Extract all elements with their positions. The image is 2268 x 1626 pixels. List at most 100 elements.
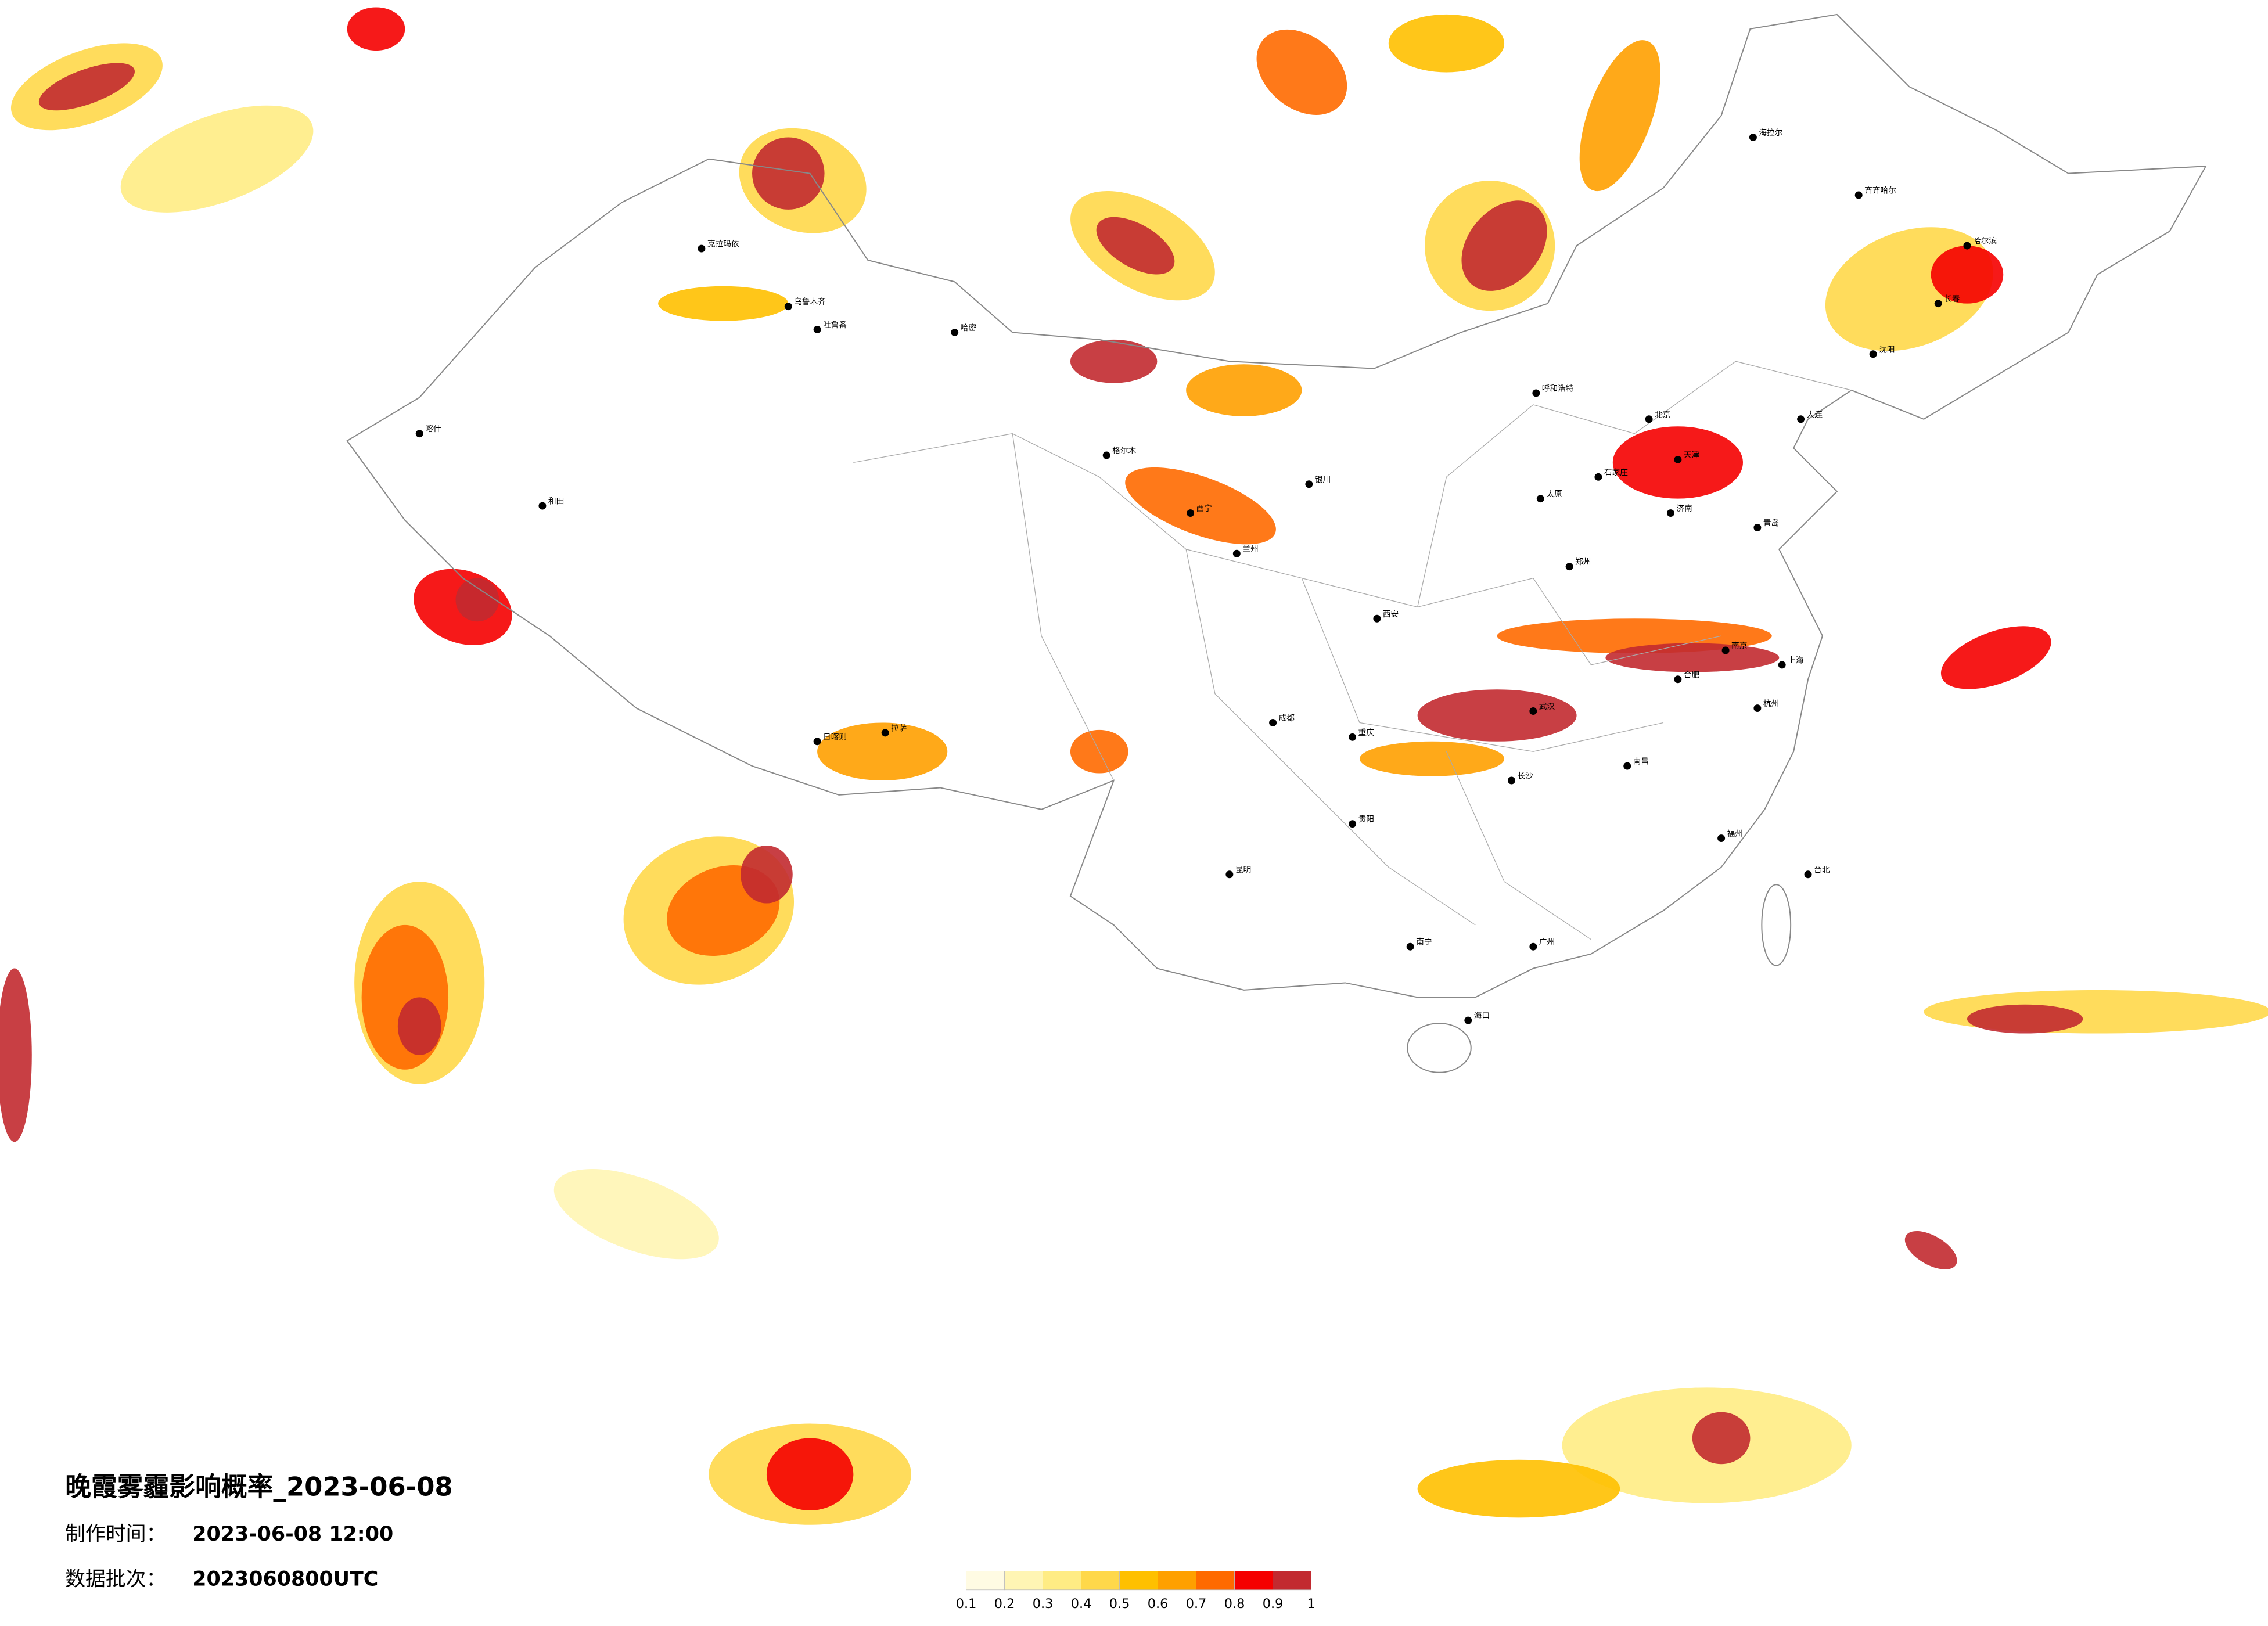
city-label: 沈阳 (1879, 345, 1895, 354)
city-label: 哈尔滨 (1973, 237, 1997, 246)
info-label: 制作时间： (65, 1523, 166, 1546)
city-dot (1269, 718, 1277, 726)
taiwan (1761, 884, 1792, 966)
city-label: 贵阳 (1358, 815, 1374, 824)
legend-label: 0.4 (1071, 1596, 1092, 1611)
probability-blob (38, 63, 135, 111)
legend-label: 0.5 (1109, 1596, 1130, 1611)
city-dot (1349, 733, 1357, 741)
city-label: 拉萨 (891, 724, 907, 733)
info-label: 数据批次： (65, 1567, 166, 1591)
probability-blob (766, 1438, 854, 1510)
legend-label: 0.3 (1033, 1596, 1054, 1611)
city-dot (1934, 300, 1942, 308)
country-border (346, 13, 2207, 998)
probability-blob (1360, 741, 1505, 776)
legend-swatch (1158, 1571, 1196, 1591)
city-dot (1565, 563, 1573, 571)
probability-blob (1579, 40, 1660, 192)
city-label: 石家庄 (1604, 467, 1628, 477)
probability-blob (1692, 1412, 1751, 1465)
city-dot (1778, 661, 1786, 669)
city-label: 杭州 (1763, 699, 1779, 708)
city-label: 长春 (1944, 294, 1960, 304)
city-label: 喀什 (425, 425, 441, 434)
city-dot (538, 502, 547, 510)
legend-swatch (1081, 1571, 1120, 1591)
probability-blob (397, 997, 441, 1055)
city-label: 哈密 (961, 323, 977, 333)
probability-blob (361, 924, 449, 1070)
city-label: 济南 (1676, 504, 1692, 513)
probability-blob (1967, 1004, 2083, 1034)
city-label: 格尔木 (1112, 447, 1136, 456)
probability-blob (1096, 217, 1175, 275)
probability-blob (817, 722, 948, 780)
city-dot (1594, 473, 1602, 481)
city-label: 西宁 (1196, 503, 1212, 513)
city-label: 太原 (1546, 490, 1562, 499)
probability-blob (752, 137, 825, 210)
legend-label: 0.7 (1186, 1596, 1207, 1611)
probability-blob (455, 578, 499, 622)
probability-blob (1417, 689, 1577, 742)
probability-blob (1070, 339, 1158, 383)
legend-swatch (1234, 1571, 1273, 1591)
city-dot (1666, 509, 1674, 517)
legend-label: 0.1 (956, 1596, 977, 1611)
city-label: 南宁 (1416, 937, 1432, 947)
city-dot (1102, 451, 1110, 459)
city-label: 重庆 (1358, 728, 1375, 738)
city-label: 齐齐哈尔 (1864, 186, 1896, 196)
probability-blob (1931, 246, 2004, 304)
city-dot (1349, 820, 1357, 828)
legend-label: 1 (1307, 1596, 1315, 1611)
legend-swatch (1004, 1571, 1043, 1591)
city-dot (1406, 942, 1414, 951)
city-dot (1854, 191, 1863, 199)
probability-blob (347, 7, 405, 51)
city-dot (1674, 455, 1682, 463)
city-dot (1623, 762, 1631, 770)
city-label: 克拉玛依 (707, 240, 739, 249)
city-dot (1536, 495, 1544, 503)
legend-label: 0.2 (994, 1596, 1015, 1611)
city-dot (813, 325, 821, 333)
city-dot (1645, 415, 1653, 423)
city-dot (1232, 549, 1241, 557)
legend-swatch (966, 1571, 1005, 1591)
city-dot (1749, 133, 1757, 141)
hainan (1407, 1023, 1472, 1073)
city-label: 海拉尔 (1759, 128, 1782, 138)
info-value: 2023-06-08 12:00 (192, 1523, 393, 1546)
city-label: 武汉 (1539, 702, 1555, 711)
legend-swatch (1196, 1571, 1235, 1591)
probability-blob (1605, 643, 1780, 672)
city-label: 日喀则 (823, 732, 847, 742)
city-label: 乌鲁木齐 (794, 297, 826, 307)
city-dot (1753, 523, 1762, 531)
city-label: 青岛 (1763, 519, 1779, 528)
legend: 0.1 0.2 0.3 0.4 0.5 0.6 0.7 0.8 0.9 1 (956, 1571, 1315, 1611)
city-label: 长沙 (1517, 772, 1533, 781)
legend-label: 0.8 (1224, 1596, 1245, 1611)
city-dot (1305, 480, 1313, 488)
legend-swatch (1119, 1571, 1158, 1591)
city-label: 和田 (548, 497, 564, 506)
info-value: 2023060800UTC (192, 1567, 378, 1591)
city-label: 大连 (1807, 410, 1823, 419)
probability-blob (1186, 364, 1302, 416)
city-label: 广州 (1539, 938, 1555, 947)
legend-label: 0.9 (1263, 1596, 1284, 1611)
city-dot (1963, 242, 1971, 250)
probability-blob (120, 105, 314, 213)
city-label: 合肥 (1684, 670, 1700, 679)
city-dot (951, 328, 959, 336)
probability-blob (1940, 626, 2051, 689)
city-label: 上海 (1788, 656, 1804, 665)
city-dot (1753, 704, 1762, 713)
city-label: 银川 (1315, 475, 1331, 484)
legend-swatch (1273, 1571, 1311, 1591)
